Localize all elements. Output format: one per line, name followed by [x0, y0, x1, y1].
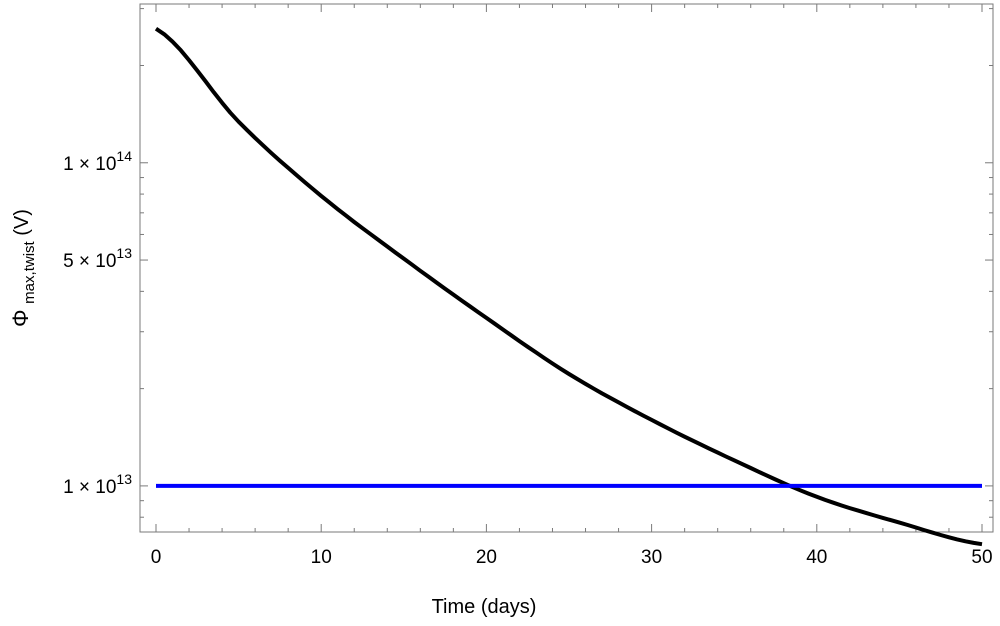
x-tick-label: 30 — [641, 547, 662, 568]
x-axis-title: Time (days) — [432, 596, 537, 618]
y-axis-unit: (V) — [11, 209, 33, 236]
plot-frame — [139, 3, 994, 533]
y-axis-subscript: max,twist — [21, 240, 38, 303]
x-tick-label: 10 — [311, 547, 332, 568]
x-tick-label: 20 — [476, 547, 497, 568]
x-tick-label: 40 — [806, 547, 827, 568]
minor-ticks — [140, 4, 993, 532]
y-ticks: 1 × 1014 5 × 1013 1 × 1013 — [63, 148, 993, 498]
series-layer — [154, 27, 983, 547]
y-tick-label: 5 × 1013 — [63, 245, 132, 272]
x-ticks: 0 10 20 30 40 50 — [151, 4, 993, 568]
y-tick-label: 1 × 1014 — [63, 148, 132, 175]
series-line-1 — [154, 27, 983, 547]
y-axis-title: Φ max,twist (V) — [8, 209, 39, 327]
x-tick-label: 50 — [971, 547, 992, 568]
y-tick-label: 1 × 1013 — [63, 471, 132, 498]
y-axis-symbol: Φ — [8, 309, 33, 327]
x-tick-label: 0 — [151, 547, 162, 568]
